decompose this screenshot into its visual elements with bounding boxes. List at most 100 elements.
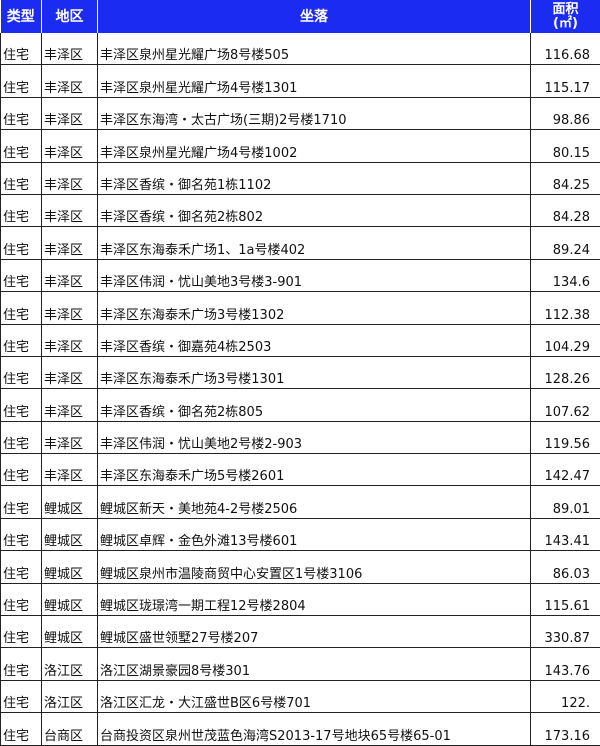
cell-area: 143.41 <box>531 518 600 550</box>
cell-area: 142.47 <box>531 454 600 486</box>
cell-area: 134.6 <box>531 259 600 291</box>
cell-location: 丰泽区东海泰禾广场1、1a号楼402 <box>98 227 531 259</box>
cell-area: 86.03 <box>531 551 600 583</box>
cell-type: 住宅 <box>1 486 42 518</box>
cell-area: 115.17 <box>531 65 600 97</box>
cell-location: 丰泽区香缤・御名苑1栋1102 <box>98 162 531 194</box>
cell-type: 住宅 <box>1 616 42 648</box>
cell-type: 住宅 <box>1 162 42 194</box>
cell-district: 丰泽区 <box>42 356 98 388</box>
cell-location: 丰泽区东海泰禾广场3号楼1301 <box>98 356 531 388</box>
cell-type: 住宅 <box>1 583 42 615</box>
cell-district: 鲤城区 <box>42 486 98 518</box>
cell-location: 鲤城区珑璟湾一期工程12号楼2804 <box>98 583 531 615</box>
cell-location: 丰泽区香缤・御嘉苑4栋2503 <box>98 324 531 356</box>
cell-location: 丰泽区伟润・忧山美地3号楼3-901 <box>98 259 531 291</box>
cell-type: 住宅 <box>1 551 42 583</box>
cell-area: 115.61 <box>531 583 600 615</box>
cell-district: 丰泽区 <box>42 194 98 226</box>
cell-type: 住宅 <box>1 324 42 356</box>
cell-area: 89.01 <box>531 486 600 518</box>
cell-type: 住宅 <box>1 65 42 97</box>
cell-type: 住宅 <box>1 97 42 129</box>
cell-area: 116.68 <box>531 33 600 65</box>
cell-type: 住宅 <box>1 389 42 421</box>
cell-district: 洛江区 <box>42 648 98 680</box>
cell-location: 丰泽区伟润・忧山美地2号楼2-903 <box>98 421 531 453</box>
cell-type: 住宅 <box>1 648 42 680</box>
cell-area: 107.62 <box>531 389 600 421</box>
cell-district: 丰泽区 <box>42 162 98 194</box>
cell-district: 洛江区 <box>42 680 98 712</box>
cell-area: 128.26 <box>531 356 600 388</box>
cell-location: 丰泽区东海泰禾广场3号楼1302 <box>98 292 531 324</box>
cell-area: 80.15 <box>531 130 600 162</box>
cell-type: 住宅 <box>1 259 42 291</box>
cell-location: 丰泽区香缤・御名苑2栋805 <box>98 389 531 421</box>
header-location: 坐落 <box>98 0 531 33</box>
cell-district: 丰泽区 <box>42 130 98 162</box>
cell-district: 丰泽区 <box>42 65 98 97</box>
cell-type: 住宅 <box>1 292 42 324</box>
cell-location: 洛江区汇龙・大江盛世B区6号楼701 <box>98 680 531 712</box>
cell-location: 丰泽区泉州星光耀广场4号楼1002 <box>98 130 531 162</box>
cell-area: 98.86 <box>531 97 600 129</box>
header-area-unit: (㎡) <box>553 16 578 31</box>
cell-type: 住宅 <box>1 680 42 712</box>
cell-location: 鲤城区卓辉・金色外滩13号楼601 <box>98 518 531 550</box>
cell-area: 143.76 <box>531 648 600 680</box>
header-row: 类型 地区 坐落 面积(㎡) <box>1 0 600 33</box>
cell-type: 住宅 <box>1 518 42 550</box>
cell-district: 丰泽区 <box>42 97 98 129</box>
cell-location: 鲤城区新天・美地苑4-2号楼2506 <box>98 486 531 518</box>
cell-district: 丰泽区 <box>42 292 98 324</box>
cell-location: 洛江区湖景豪园8号楼301 <box>98 648 531 680</box>
cell-district: 丰泽区 <box>42 324 98 356</box>
cell-type: 住宅 <box>1 130 42 162</box>
cell-area: 112.38 <box>531 292 600 324</box>
cell-area: 84.25 <box>531 162 600 194</box>
cell-type: 住宅 <box>1 227 42 259</box>
cell-type: 住宅 <box>1 454 42 486</box>
cell-location: 丰泽区泉州星光耀广场8号楼505 <box>98 33 531 65</box>
cell-area: 84.28 <box>531 194 600 226</box>
cell-type: 住宅 <box>1 33 42 65</box>
header-area: 面积(㎡) <box>531 0 600 33</box>
cell-district: 丰泽区 <box>42 389 98 421</box>
cell-area: 122. <box>531 680 600 712</box>
cell-district: 丰泽区 <box>42 259 98 291</box>
header-area-label: 面积 <box>552 2 578 17</box>
cell-area: 89.24 <box>531 227 600 259</box>
cell-location: 丰泽区东海湾・太古广场(三期)2号楼1710 <box>98 97 531 129</box>
cell-district: 鲤城区 <box>42 551 98 583</box>
cell-district: 丰泽区 <box>42 227 98 259</box>
cell-location: 台商投资区泉州世茂蓝色海湾S2013-17号地块65号楼65-01 <box>98 713 531 745</box>
cell-type: 住宅 <box>1 713 42 745</box>
cell-type: 住宅 <box>1 421 42 453</box>
cell-district: 台商区 <box>42 713 98 745</box>
cell-type: 住宅 <box>1 356 42 388</box>
cell-location: 丰泽区东海泰禾广场5号楼2601 <box>98 454 531 486</box>
cell-location: 丰泽区泉州星光耀广场4号楼1301 <box>98 65 531 97</box>
cell-district: 丰泽区 <box>42 454 98 486</box>
